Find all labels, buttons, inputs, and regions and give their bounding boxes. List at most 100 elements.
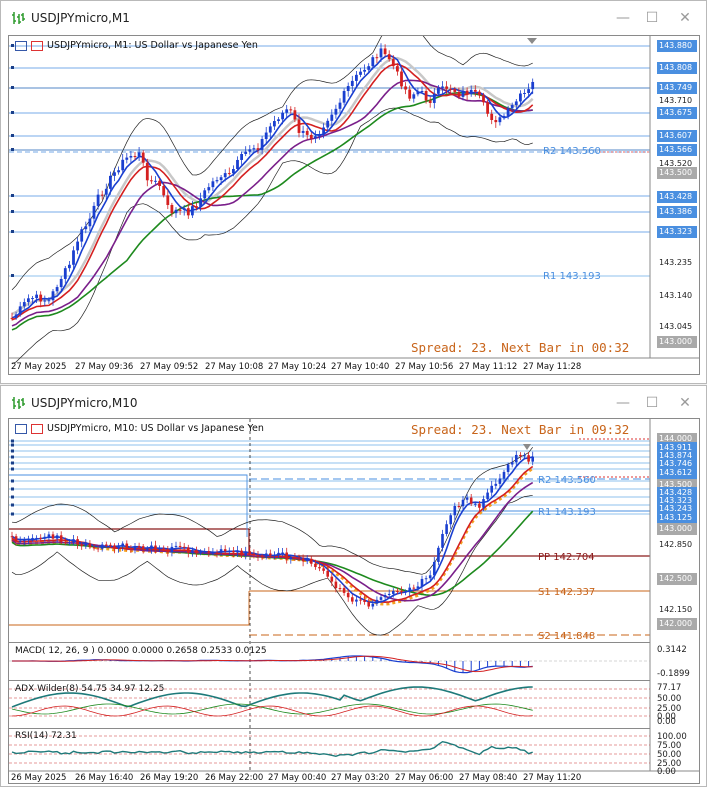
candle-body: [277, 552, 280, 556]
candle-body: [129, 548, 133, 550]
time-label: 27 May 09:52: [140, 362, 199, 372]
candle-body: [35, 294, 38, 299]
candle-body: [219, 177, 223, 181]
candle-body: [375, 599, 379, 604]
candle-body: [367, 66, 371, 70]
candle-body: [55, 535, 59, 539]
candle-body: [498, 478, 502, 484]
candle-body: [383, 594, 387, 598]
indicator-list-icon[interactable]: [31, 40, 43, 51]
candle-body: [64, 541, 67, 543]
candle-body: [211, 552, 215, 554]
candle-body: [457, 91, 461, 97]
candle-body: [453, 506, 457, 516]
candle-body: [400, 591, 403, 593]
candle-body: [170, 546, 174, 553]
rsi-header: RSI(14) 72.31: [15, 731, 77, 741]
close-button[interactable]: ✕: [679, 395, 691, 411]
maximize-button[interactable]: ☐: [645, 395, 659, 411]
ma-red: [11, 63, 534, 321]
candle-body: [158, 180, 161, 186]
candle-body: [109, 544, 112, 546]
candle-body: [129, 156, 133, 158]
price-label: 143.140: [657, 290, 697, 302]
candle-body: [428, 575, 432, 579]
candle-body: [314, 563, 317, 568]
time-label: 27 May 11:12: [459, 362, 518, 372]
candle-body: [371, 57, 375, 67]
candle-body: [387, 54, 391, 60]
rsi-label: 25.00: [657, 759, 682, 769]
price-plot-m10[interactable]: [9, 419, 700, 784]
candle-body: [396, 591, 399, 593]
price-label: 143.235: [657, 257, 697, 269]
candle-body: [84, 226, 88, 230]
candle-body: [420, 578, 424, 587]
candle-body: [486, 492, 489, 500]
pivot-r2-label: R2 143.560: [543, 146, 601, 157]
candle-body: [305, 130, 309, 135]
candle-body: [240, 154, 243, 160]
candle-body: [330, 576, 334, 582]
candle-body: [305, 558, 309, 562]
candle-body: [396, 66, 399, 72]
chart-window-m10[interactable]: USDJPYmicro,M10 — ☐ ✕ USDJPYmicro, M10: …: [0, 385, 707, 787]
pivot-r1-label: R1 143.193: [538, 507, 596, 518]
close-button[interactable]: ✕: [679, 10, 691, 26]
candle-body: [432, 93, 436, 103]
chart-window-m1[interactable]: USDJPYmicro,M1 — ☐ ✕ USDJPYmicro, M1: US…: [0, 0, 707, 384]
price-label: 142.150: [657, 604, 697, 616]
candle-body: [113, 172, 116, 176]
minimize-button[interactable]: —: [616, 10, 630, 26]
indicator-list-icon[interactable]: [31, 423, 43, 434]
candle-body: [195, 206, 198, 208]
price-chart-m1[interactable]: USDJPYmicro, M1: US Dollar vs Japanese Y…: [8, 35, 700, 375]
candle-body: [281, 112, 284, 120]
price-label: 142.500: [657, 573, 697, 585]
candle-body: [301, 558, 305, 562]
candle-body: [281, 552, 284, 554]
candle-body: [236, 159, 239, 170]
candle-body: [10, 536, 14, 538]
candle-body: [350, 80, 354, 87]
candle-body: [531, 456, 534, 462]
candle-body: [10, 317, 14, 319]
pivot-s1-label: S1 142.337: [538, 587, 596, 598]
candle-body: [445, 524, 448, 534]
candle-body: [490, 113, 494, 120]
candle-body: [293, 110, 297, 120]
pane-separator[interactable]: [9, 728, 650, 729]
candle-body: [207, 187, 211, 191]
candle-body: [318, 133, 321, 137]
candle-body: [252, 553, 256, 556]
candle-body: [80, 229, 84, 242]
candle-body: [269, 553, 272, 556]
candle-body: [502, 115, 506, 118]
window-titlebar[interactable]: USDJPYmicro,M1 — ☐ ✕: [1, 1, 706, 35]
minimize-button[interactable]: —: [616, 395, 630, 411]
candle-body: [371, 603, 375, 607]
candle-body: [437, 87, 440, 94]
bollinger-upper: [11, 446, 533, 575]
candle-body: [453, 88, 457, 92]
candle-body: [318, 567, 321, 569]
price-plot-m1[interactable]: [9, 36, 700, 375]
candle-body: [199, 551, 202, 554]
pane-separator[interactable]: [9, 642, 650, 643]
level-marker: [11, 230, 14, 233]
candle-body: [441, 533, 444, 548]
candle-body: [244, 551, 247, 556]
price-chart-m10[interactable]: USDJPYmicro, M10: US Dollar vs Japanese …: [8, 418, 700, 784]
price-label: 143.607: [657, 130, 697, 142]
pane-separator[interactable]: [9, 680, 650, 681]
window-titlebar[interactable]: USDJPYmicro,M10 — ☐ ✕: [1, 386, 706, 420]
candle-body: [145, 162, 149, 181]
candle-body: [166, 549, 170, 553]
time-label: 27 May 10:40: [331, 362, 390, 372]
adx-minus-di: [11, 705, 533, 717]
price-label: 143.749: [657, 82, 697, 94]
candle-body: [510, 105, 514, 109]
chart-list-icon[interactable]: [15, 423, 27, 434]
maximize-button[interactable]: ☐: [645, 10, 659, 26]
chart-list-icon[interactable]: [15, 40, 27, 51]
